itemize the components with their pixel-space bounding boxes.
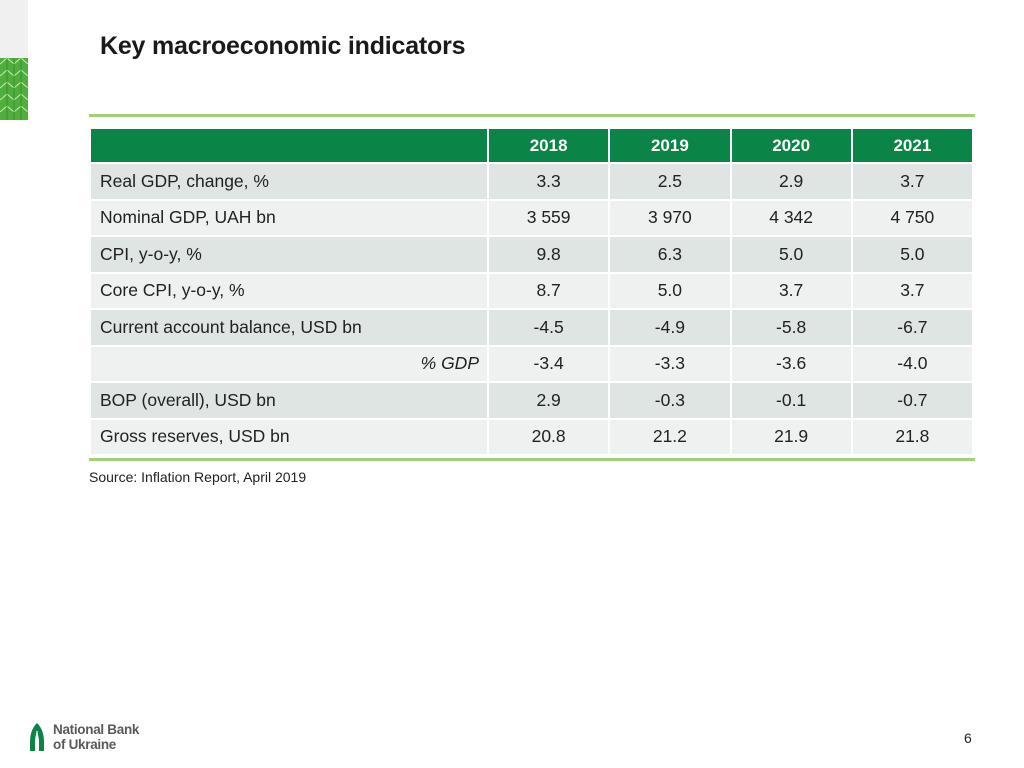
table-row: Real GDP, change, % 3.3 2.5 2.9 3.7 — [91, 164, 972, 199]
table-cell: 5.0 — [610, 273, 730, 308]
row-label: Current account balance, USD bn — [91, 310, 487, 345]
table-cell: 3 970 — [610, 200, 730, 235]
column-header: 2018 — [489, 129, 609, 162]
table-cell: 2.9 — [489, 383, 609, 418]
table-cell: 3.7 — [731, 273, 851, 308]
logo-line-2: of Ukraine — [53, 737, 117, 752]
page-number: 6 — [964, 730, 972, 746]
table-cell: -6.7 — [852, 310, 972, 345]
table-cell: 21.2 — [610, 419, 730, 454]
table-cell: 8.7 — [489, 273, 609, 308]
table-cell: 21.8 — [852, 419, 972, 454]
side-decoration — [0, 0, 28, 120]
table-cell: -0.7 — [852, 383, 972, 418]
table-cell: 3 559 — [489, 200, 609, 235]
table-cell: 3.7 — [852, 164, 972, 199]
row-label: CPI, y-o-y, % — [91, 237, 487, 272]
table-cell: 3.3 — [489, 164, 609, 199]
table-cell: 3.7 — [852, 273, 972, 308]
table-cell: 2.5 — [610, 164, 730, 199]
nbu-emblem-icon — [30, 723, 44, 751]
logo-text: National Bank of Ukraine — [53, 722, 139, 752]
table-cell: -0.1 — [731, 383, 851, 418]
column-header: 2020 — [731, 129, 851, 162]
indicators-table: 2018 2019 2020 2021 Real GDP, change, % … — [89, 127, 974, 456]
table-cell: 2.9 — [731, 164, 851, 199]
source-note: Source: Inflation Report, April 2019 — [89, 469, 307, 485]
table-row: % GDP -3.4 -3.3 -3.6 -4.0 — [91, 346, 972, 381]
row-label: BOP (overall), USD bn — [91, 383, 487, 418]
table-cell: -4.5 — [489, 310, 609, 345]
table-cell: -4.0 — [852, 346, 972, 381]
table-cell: -3.6 — [731, 346, 851, 381]
row-label: Core CPI, y-o-y, % — [91, 273, 487, 308]
bottom-divider — [89, 458, 975, 461]
top-divider — [89, 114, 975, 117]
leaf-pattern-icon — [0, 58, 28, 120]
row-label: Real GDP, change, % — [91, 164, 487, 199]
table-row: Gross reserves, USD bn 20.8 21.2 21.9 21… — [91, 419, 972, 454]
table-row: Current account balance, USD bn -4.5 -4.… — [91, 310, 972, 345]
label-column-header — [91, 129, 487, 162]
table-cell: -0.3 — [610, 383, 730, 418]
table-cell: 5.0 — [731, 237, 851, 272]
table-cell: 6.3 — [610, 237, 730, 272]
row-label: Gross reserves, USD bn — [91, 419, 487, 454]
table-cell: -4.9 — [610, 310, 730, 345]
row-label: Nominal GDP, UAH bn — [91, 200, 487, 235]
table-row: Core CPI, y-o-y, % 8.7 5.0 3.7 3.7 — [91, 273, 972, 308]
page-title: Key macroeconomic indicators — [100, 32, 466, 60]
table-row: BOP (overall), USD bn 2.9 -0.3 -0.1 -0.7 — [91, 383, 972, 418]
column-header: 2019 — [610, 129, 730, 162]
table-row: Nominal GDP, UAH bn 3 559 3 970 4 342 4 … — [91, 200, 972, 235]
table-cell: 21.9 — [731, 419, 851, 454]
table-cell: 20.8 — [489, 419, 609, 454]
table-cell: -3.3 — [610, 346, 730, 381]
table-cell: 4 750 — [852, 200, 972, 235]
nbu-logo: National Bank of Ukraine — [27, 722, 139, 752]
table-cell: 5.0 — [852, 237, 972, 272]
row-label: % GDP — [91, 346, 487, 381]
table-cell: 9.8 — [489, 237, 609, 272]
table-row: CPI, y-o-y, % 9.8 6.3 5.0 5.0 — [91, 237, 972, 272]
table-cell: -3.4 — [489, 346, 609, 381]
table-cell: 4 342 — [731, 200, 851, 235]
table-cell: -5.8 — [731, 310, 851, 345]
logo-line-1: National Bank — [53, 722, 140, 737]
column-header: 2021 — [852, 129, 972, 162]
table-header-row: 2018 2019 2020 2021 — [91, 129, 972, 162]
